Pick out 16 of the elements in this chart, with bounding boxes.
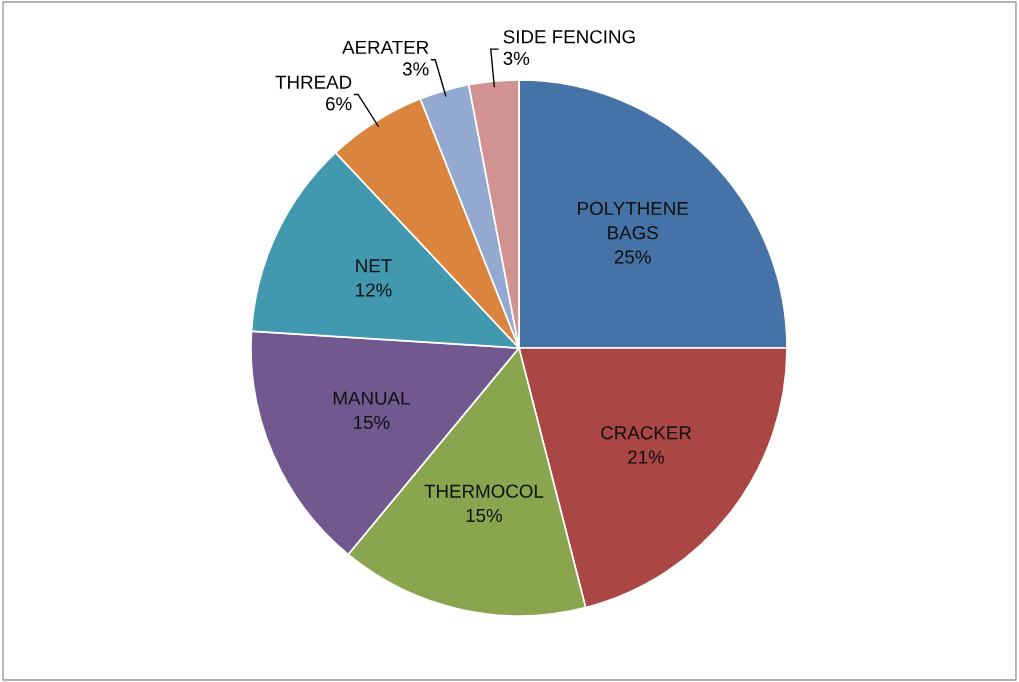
slice-label: SIDE FENCING — [503, 30, 635, 44]
data-label: 15% — [354, 415, 390, 430]
data-label: 12% — [356, 283, 392, 297]
slice-label: CRACKER — [601, 426, 692, 440]
data-label: 25% — [614, 250, 651, 264]
slice-label: THREAD — [275, 75, 352, 89]
data-label: 3% — [503, 51, 530, 65]
slice-label: NET — [356, 259, 392, 273]
data-label: 6% — [326, 97, 352, 111]
data-label: 21% — [628, 450, 665, 464]
data-label: 3% — [402, 62, 429, 76]
slice-label: AERATER — [342, 40, 429, 54]
slice-label: THERMOCOL — [424, 484, 544, 498]
slice-label: POLYTHENE BAGS — [578, 201, 688, 240]
data-label: 15% — [466, 508, 503, 523]
slice-label: MANUAL — [333, 391, 410, 405]
